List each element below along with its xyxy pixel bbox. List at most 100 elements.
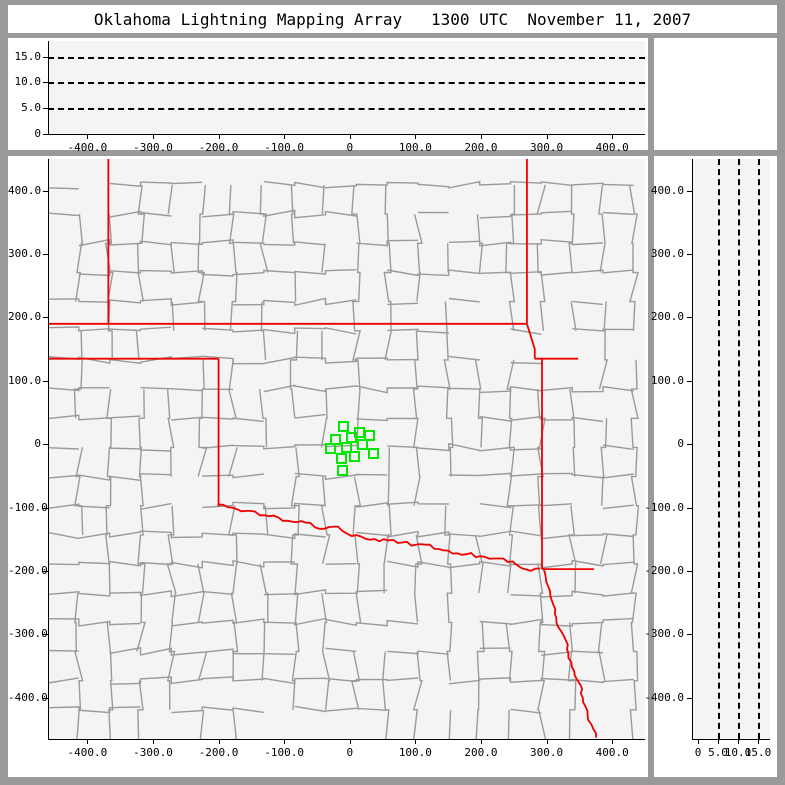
altitude-east-west-plot-area <box>48 41 645 134</box>
gridline-vertical <box>718 159 720 739</box>
x-tick <box>284 134 286 139</box>
y-tick-label: -200.0 <box>8 564 48 578</box>
x-tick-label: 400.0 <box>595 141 629 154</box>
x-tick <box>415 739 417 744</box>
y-tick <box>43 190 48 192</box>
y-tick-label: -400.0 <box>644 690 684 704</box>
x-tick <box>698 739 699 744</box>
station-marker <box>368 448 380 460</box>
y-tick <box>43 697 48 699</box>
x-tick-label: -100.0 <box>264 746 305 759</box>
x-tick <box>718 739 719 744</box>
x-tick <box>218 739 220 744</box>
x-tick <box>546 739 548 744</box>
x-axis-line <box>48 739 645 740</box>
x-tick <box>480 134 482 139</box>
y-tick-label: -200.0 <box>644 564 684 578</box>
y-tick <box>43 56 48 58</box>
y-tick <box>43 254 48 256</box>
gridline-horizontal <box>48 108 645 111</box>
y-tick <box>43 444 48 446</box>
altitude-east-west-panel: 0 5.0 10.0 15.0 -400.0 -300.0 -200.0 -100.0 0 100… <box>8 38 648 154</box>
x-tick <box>87 739 89 744</box>
x-tick <box>349 134 351 139</box>
x-tick-label: 300.0 <box>530 746 564 759</box>
x-tick <box>284 739 286 744</box>
x-tick <box>612 739 614 744</box>
gridline-horizontal <box>48 56 645 59</box>
x-tick-label: -300.0 <box>133 746 173 759</box>
station-marker <box>338 421 350 433</box>
station-marker <box>353 426 365 438</box>
station-marker <box>336 464 348 476</box>
sources-north-south-plot-area <box>692 159 770 739</box>
x-tick <box>349 739 351 744</box>
title-bar: Oklahoma Lightning Mapping Array 1300 UT… <box>8 5 777 33</box>
sources-north-south-panel: 400.0 300.0 200.0 100.0 0 -100.0 -200.0 -300.0 -… <box>644 156 777 777</box>
x-tick-label: 300.0 <box>530 141 564 154</box>
y-tick <box>687 444 692 446</box>
y-tick-label: 200.0 <box>8 310 42 324</box>
x-tick-label: 100.0 <box>398 746 432 759</box>
y-tick-label: 0 <box>34 437 41 451</box>
y-tick-label: -100.0 <box>644 500 684 514</box>
gridline-vertical <box>738 159 740 739</box>
y-tick-label: -300.0 <box>8 627 48 641</box>
y-tick <box>687 254 692 256</box>
x-axis-line <box>692 739 770 740</box>
y-tick-label: 5.0 <box>21 101 41 115</box>
y-tick <box>43 571 48 573</box>
x-tick-label: 0 <box>346 141 354 154</box>
station-marker <box>356 439 368 451</box>
y-tick-label: 400.0 <box>650 183 684 197</box>
y-tick-label: 15.0 <box>14 49 42 63</box>
y-tick <box>43 634 48 636</box>
gridline-vertical <box>758 159 760 739</box>
x-tick <box>152 739 154 744</box>
x-tick <box>758 739 759 744</box>
x-tick-label: 15.0 <box>744 746 772 759</box>
y-tick-label: 400.0 <box>8 183 42 197</box>
y-axis-line <box>48 41 49 134</box>
x-tick <box>612 134 614 139</box>
y-tick-label: 100.0 <box>650 373 684 387</box>
x-axis-line <box>48 134 645 135</box>
y-tick <box>687 190 692 192</box>
x-tick-label: -300.0 <box>133 141 173 154</box>
x-tick <box>546 134 548 139</box>
x-tick <box>152 134 154 139</box>
x-tick-label: 5.0 <box>708 746 728 759</box>
station-marker <box>348 450 360 462</box>
station-marker <box>364 430 376 442</box>
x-tick-label: -200.0 <box>198 746 239 759</box>
y-tick-label: 0 <box>34 127 41 140</box>
y-tick-label: -100.0 <box>8 500 48 514</box>
y-tick <box>687 507 692 509</box>
x-tick-label: -400.0 <box>67 141 108 154</box>
y-axis-line <box>692 159 693 739</box>
x-tick-label: -100.0 <box>264 141 305 154</box>
x-tick-label: -200.0 <box>198 141 239 154</box>
x-tick-label: 200.0 <box>464 746 498 759</box>
y-tick <box>43 108 48 110</box>
x-tick-label: 400.0 <box>595 746 629 759</box>
plan-view-map-plot-area <box>48 159 645 739</box>
y-tick <box>687 697 692 699</box>
y-tick-label: 100.0 <box>8 373 42 387</box>
page-title: Oklahoma Lightning Mapping Array 1300 UT… <box>93 9 692 29</box>
y-tick <box>687 634 692 636</box>
x-tick-label: 0 <box>694 746 702 759</box>
x-tick <box>738 739 739 744</box>
y-tick <box>43 134 48 135</box>
x-tick-label: 0 <box>346 746 354 759</box>
station-marker <box>325 443 337 455</box>
y-tick <box>687 380 692 382</box>
y-tick-label: 200.0 <box>650 310 684 324</box>
y-tick <box>43 380 48 382</box>
county-state-boundaries <box>48 159 640 739</box>
y-tick-label: 300.0 <box>650 247 684 261</box>
x-tick <box>87 134 89 139</box>
y-tick <box>43 82 48 84</box>
x-tick <box>480 739 482 744</box>
